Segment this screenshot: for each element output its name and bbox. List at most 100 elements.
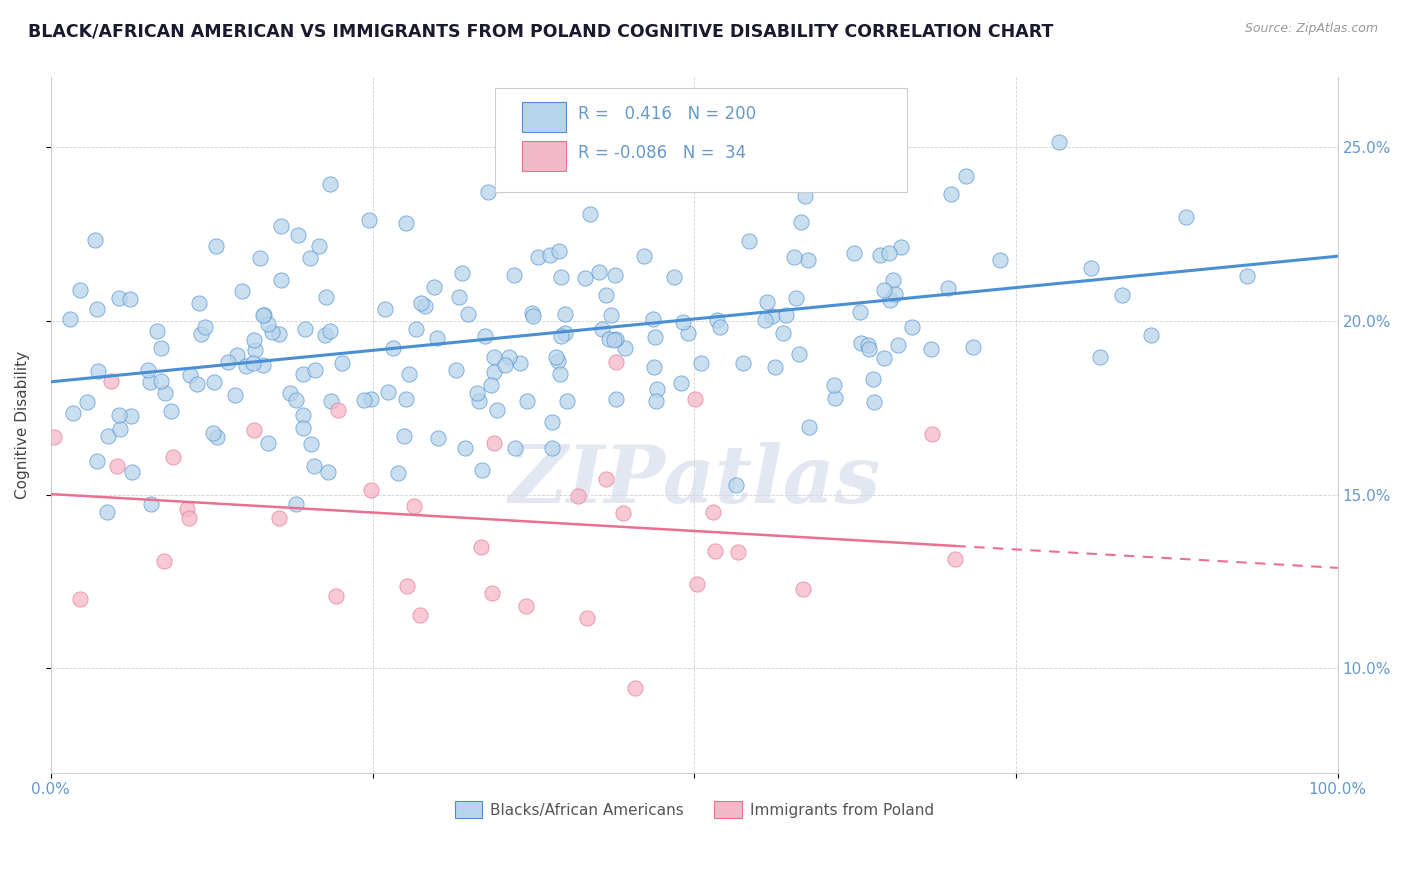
- Point: [330, 355, 353, 369]
- Point: [574, 271, 596, 285]
- Point: [205, 430, 228, 444]
- Point: [474, 328, 496, 343]
- Point: [242, 333, 264, 347]
- Point: [409, 295, 432, 310]
- Point: [797, 252, 820, 267]
- Point: [292, 408, 315, 422]
- Point: [690, 356, 713, 370]
- Point: [447, 290, 470, 304]
- Point: [792, 582, 814, 596]
- Point: [444, 363, 467, 377]
- Point: [509, 356, 531, 370]
- Text: R =   0.416   N = 200: R = 0.416 N = 200: [578, 105, 756, 123]
- Point: [603, 333, 626, 347]
- Point: [724, 478, 747, 492]
- Point: [398, 368, 420, 382]
- Point: [842, 245, 865, 260]
- Point: [202, 425, 225, 440]
- Point: [516, 394, 538, 409]
- Point: [783, 250, 806, 264]
- Point: [823, 378, 845, 392]
- Point: [97, 429, 120, 443]
- Point: [204, 239, 226, 253]
- Point: [849, 305, 872, 319]
- Point: [772, 326, 794, 340]
- Point: [153, 554, 176, 568]
- Point: [1088, 350, 1111, 364]
- Point: [546, 350, 568, 364]
- Point: [139, 497, 162, 511]
- Point: [287, 227, 309, 242]
- Point: [756, 295, 779, 310]
- Point: [889, 240, 911, 254]
- Point: [945, 552, 967, 566]
- Point: [291, 367, 314, 381]
- Point: [939, 186, 962, 201]
- Point: [1047, 136, 1070, 150]
- Point: [1080, 261, 1102, 276]
- Point: [477, 186, 499, 200]
- Point: [86, 364, 108, 378]
- Point: [470, 463, 492, 477]
- Point: [120, 409, 142, 423]
- Point: [270, 273, 292, 287]
- Point: [253, 309, 276, 323]
- Point: [633, 171, 655, 186]
- Point: [704, 544, 727, 558]
- Point: [278, 386, 301, 401]
- Point: [763, 359, 786, 374]
- Point: [883, 287, 905, 301]
- Point: [787, 347, 810, 361]
- Point: [121, 465, 143, 479]
- Point: [454, 441, 477, 455]
- Point: [988, 252, 1011, 267]
- Point: [194, 319, 217, 334]
- FancyBboxPatch shape: [522, 103, 565, 132]
- Point: [727, 545, 749, 559]
- Point: [612, 506, 634, 520]
- Point: [69, 283, 91, 297]
- Point: [149, 374, 172, 388]
- Point: [600, 308, 623, 322]
- Point: [176, 502, 198, 516]
- Text: R = -0.086   N =  34: R = -0.086 N = 34: [578, 144, 747, 161]
- Point: [316, 465, 339, 479]
- Point: [645, 394, 668, 409]
- Point: [754, 313, 776, 327]
- Point: [541, 442, 564, 456]
- Point: [374, 302, 396, 317]
- Point: [526, 250, 548, 264]
- Point: [360, 392, 382, 406]
- Point: [498, 350, 520, 364]
- Point: [641, 312, 664, 326]
- Point: [548, 244, 571, 258]
- Point: [554, 307, 576, 321]
- Point: [623, 681, 645, 695]
- Point: [427, 431, 450, 445]
- Point: [901, 320, 924, 334]
- Point: [575, 611, 598, 625]
- Point: [136, 362, 159, 376]
- Point: [86, 454, 108, 468]
- Point: [595, 472, 617, 486]
- Text: ZIPatlas: ZIPatlas: [508, 442, 880, 519]
- Point: [482, 436, 505, 450]
- Point: [520, 306, 543, 320]
- Point: [709, 320, 731, 334]
- Point: [298, 251, 321, 265]
- Point: [731, 355, 754, 369]
- Point: [294, 322, 316, 336]
- Point: [186, 376, 208, 391]
- Point: [785, 291, 807, 305]
- Point: [547, 353, 569, 368]
- Point: [395, 215, 418, 229]
- Point: [789, 215, 811, 229]
- Point: [693, 118, 716, 132]
- Point: [256, 435, 278, 450]
- Point: [304, 363, 326, 377]
- Point: [515, 599, 537, 613]
- Point: [377, 385, 399, 400]
- Point: [633, 249, 655, 263]
- Point: [962, 340, 984, 354]
- Point: [387, 466, 409, 480]
